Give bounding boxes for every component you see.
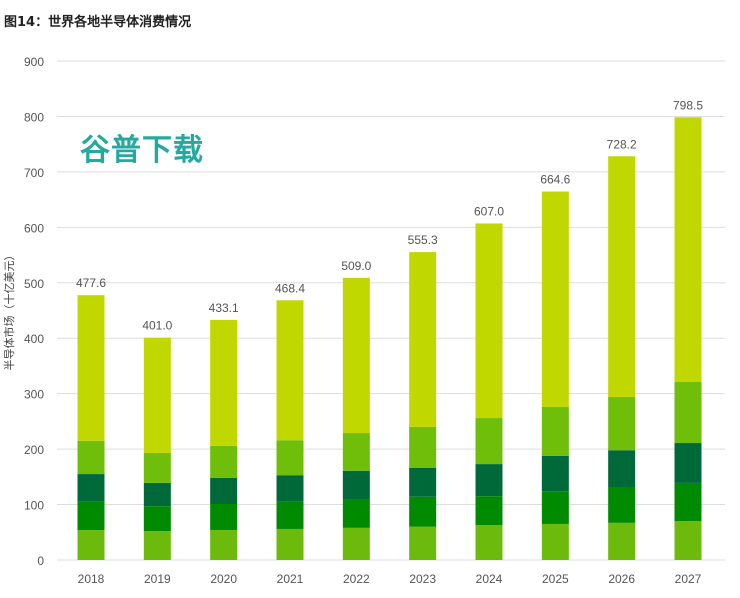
bar-segment-2 (409, 496, 437, 527)
bar-segment-2 (276, 501, 304, 529)
y-tick-label: 100 (24, 499, 44, 513)
bar-segment-4 (210, 445, 238, 478)
data-label: 664.6 (540, 173, 570, 187)
bar-segment-1 (210, 530, 238, 560)
chart-title: 图14：世界各地半导体消费情况 (4, 15, 192, 30)
y-tick-label: 700 (24, 166, 44, 180)
bar-segment-3 (409, 467, 437, 497)
y-tick-label: 800 (24, 110, 44, 124)
bar-segment-4 (674, 382, 702, 444)
bar-segment-1 (77, 530, 105, 560)
bar-segment-2 (674, 482, 702, 522)
bar-segment-5 (608, 156, 636, 397)
bar-segment-3 (210, 477, 238, 505)
y-tick-label: 200 (24, 443, 44, 457)
x-tick-label: 2020 (210, 572, 237, 586)
y-tick-label: 600 (24, 221, 44, 235)
bar-segment-5 (143, 337, 171, 453)
y-tick-label: 0 (37, 554, 44, 568)
bar-segment-4 (143, 452, 171, 483)
bar-segment-5 (409, 252, 437, 427)
x-tick-label: 2027 (675, 572, 702, 586)
bar-segment-3 (475, 464, 503, 497)
bar-segment-2 (475, 496, 503, 526)
bar-segment-1 (608, 522, 636, 560)
x-tick-label: 2026 (608, 572, 635, 586)
y-axis-label: 半导体市场（十亿美元） (2, 250, 16, 371)
x-tick-label: 2023 (409, 572, 436, 586)
bar-segment-4 (342, 433, 370, 471)
bar-segment-5 (77, 295, 105, 441)
x-tick-label: 2024 (476, 572, 503, 586)
x-tick-label: 2018 (78, 572, 105, 586)
watermark-stamp: 谷普下载 (80, 133, 204, 168)
bar-segment-3 (276, 475, 304, 502)
bar-segment-5 (674, 117, 702, 383)
bar-segment-1 (342, 527, 370, 560)
x-tick-label: 2019 (144, 572, 171, 586)
bar-segment-1 (674, 521, 702, 560)
bar-segment-2 (541, 491, 569, 524)
data-label: 555.3 (408, 233, 438, 247)
bar-segment-4 (276, 440, 304, 476)
bar-segment-3 (342, 470, 370, 500)
bar-segment-4 (409, 426, 437, 468)
bar-segment-2 (342, 499, 370, 528)
bar-segment-1 (143, 531, 171, 560)
y-tick-label: 400 (24, 332, 44, 346)
y-tick-label: 300 (24, 388, 44, 402)
data-label: 728.2 (607, 137, 637, 151)
bar-segment-3 (541, 455, 569, 492)
data-label: 607.0 (474, 204, 504, 218)
data-label: 401.0 (142, 319, 172, 333)
bar-segment-1 (409, 526, 437, 560)
x-tick-label: 2022 (343, 572, 370, 586)
bar-segment-1 (276, 528, 304, 560)
bar-segment-5 (342, 277, 370, 434)
data-label: 509.0 (341, 259, 371, 273)
bar-segment-3 (674, 443, 702, 483)
bar-segment-2 (143, 506, 171, 532)
bar-segment-3 (143, 482, 171, 507)
bar-segment-2 (77, 501, 105, 531)
bar-segment-3 (77, 474, 105, 502)
bar-segment-2 (210, 504, 238, 531)
bar-segment-5 (475, 223, 503, 419)
data-label: 477.6 (76, 276, 106, 290)
bar-segment-1 (475, 525, 503, 560)
bar-segment-4 (608, 396, 636, 451)
data-label: 433.1 (209, 301, 239, 315)
x-tick-label: 2025 (542, 572, 569, 586)
data-label: 468.4 (275, 281, 305, 295)
bar-segment-4 (475, 418, 503, 465)
bar-segment-5 (541, 191, 569, 407)
x-tick-label: 2021 (277, 572, 304, 586)
bar-segment-4 (541, 406, 569, 456)
bar-segment-3 (608, 450, 636, 488)
bar-segment-5 (276, 300, 304, 441)
y-tick-label: 500 (24, 277, 44, 291)
bar-segment-4 (77, 440, 105, 475)
bar-segment-5 (210, 319, 238, 446)
bar-segment-1 (541, 523, 569, 560)
data-label: 798.5 (673, 98, 703, 112)
y-tick-label: 900 (24, 55, 44, 69)
bar-segment-2 (608, 487, 636, 523)
